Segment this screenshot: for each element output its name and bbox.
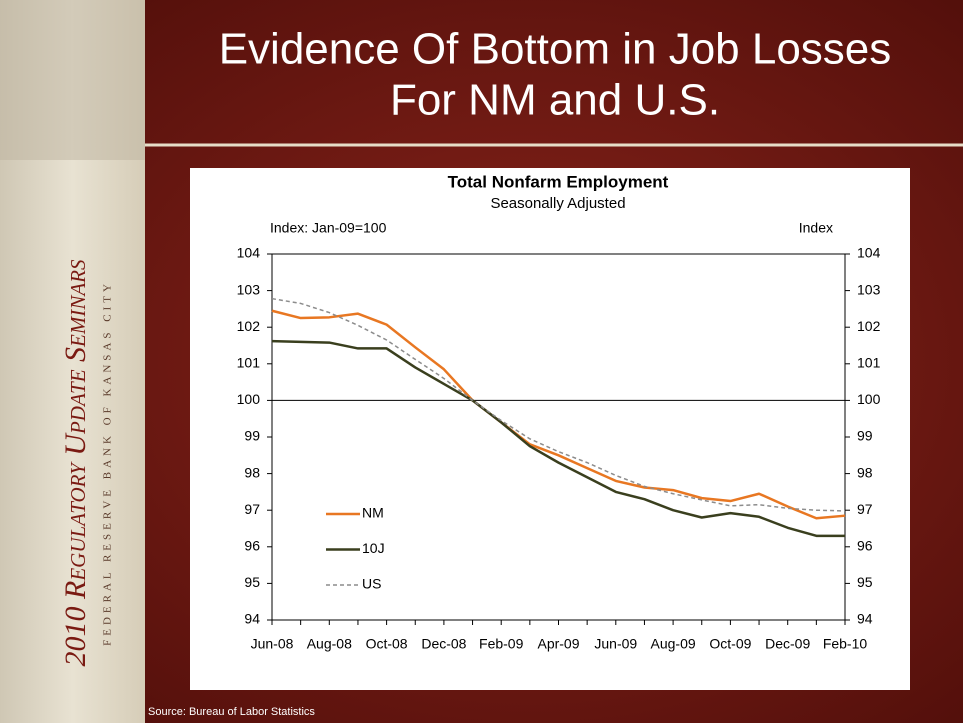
y2-tick-label: 103 xyxy=(857,281,881,297)
series-line xyxy=(271,297,846,512)
y2-axis-label: Index xyxy=(799,220,833,236)
y-tick-label: 97 xyxy=(244,501,260,517)
chart-title: Total Nonfarm Employment xyxy=(448,172,669,191)
slide-title: Evidence Of Bottom in Job Losses xyxy=(219,25,892,74)
y2-tick-label: 95 xyxy=(857,574,873,590)
y2-tick-label: 101 xyxy=(857,355,881,371)
x-tick-label: Aug-08 xyxy=(307,636,352,652)
y-tick-label: 99 xyxy=(244,428,260,444)
y-tick-label: 94 xyxy=(244,611,260,627)
sidebar-title: 2010 Regulatory Update Seminars xyxy=(59,259,92,666)
legend-label: 10J xyxy=(362,540,385,556)
series-line xyxy=(271,309,846,520)
y2-tick-label: 99 xyxy=(857,428,873,444)
y2-tick-label: 97 xyxy=(857,501,873,517)
sidebar-subtitle: Federal Reserve Bank of Kansas City xyxy=(102,280,114,646)
y-tick-label: 95 xyxy=(244,574,260,590)
series-line xyxy=(271,339,845,538)
x-tick-label: Dec-09 xyxy=(765,636,810,652)
y2-tick-label: 104 xyxy=(857,245,881,261)
x-tick-label: Jun-09 xyxy=(594,636,637,652)
y2-tick-label: 96 xyxy=(857,538,873,554)
x-tick-label: Oct-08 xyxy=(366,636,408,652)
chart-subtitle: Seasonally Adjusted xyxy=(490,195,625,212)
y-tick-label: 98 xyxy=(244,464,260,480)
y-tick-label: 101 xyxy=(237,355,261,371)
x-tick-label: Aug-09 xyxy=(651,636,696,652)
source: Source: Bureau of Labor Statistics xyxy=(148,706,315,718)
x-tick-label: Jun-08 xyxy=(251,636,294,652)
y2-tick-label: 98 xyxy=(857,464,873,480)
y-tick-label: 104 xyxy=(237,245,261,261)
legend-label: NM xyxy=(362,505,384,521)
y2-tick-label: 94 xyxy=(857,611,873,627)
sidebar-art xyxy=(0,0,145,160)
x-tick-label: Apr-09 xyxy=(537,636,579,652)
y-tick-label: 102 xyxy=(237,318,261,334)
y-tick-label: 96 xyxy=(244,538,260,554)
x-tick-label: Oct-09 xyxy=(709,636,751,652)
y2-tick-label: 100 xyxy=(857,391,881,407)
y-tick-label: 103 xyxy=(237,281,261,297)
legend-label: US xyxy=(362,576,381,592)
slide-title: For NM and U.S. xyxy=(390,76,720,125)
x-tick-label: Feb-10 xyxy=(823,636,868,652)
y2-tick-label: 102 xyxy=(857,318,881,334)
x-tick-label: Feb-09 xyxy=(479,636,524,652)
chart-panel xyxy=(190,168,910,690)
x-tick-label: Dec-08 xyxy=(421,636,466,652)
y-tick-label: 100 xyxy=(237,391,261,407)
y-axis-label: Index: Jan-09=100 xyxy=(270,220,387,236)
